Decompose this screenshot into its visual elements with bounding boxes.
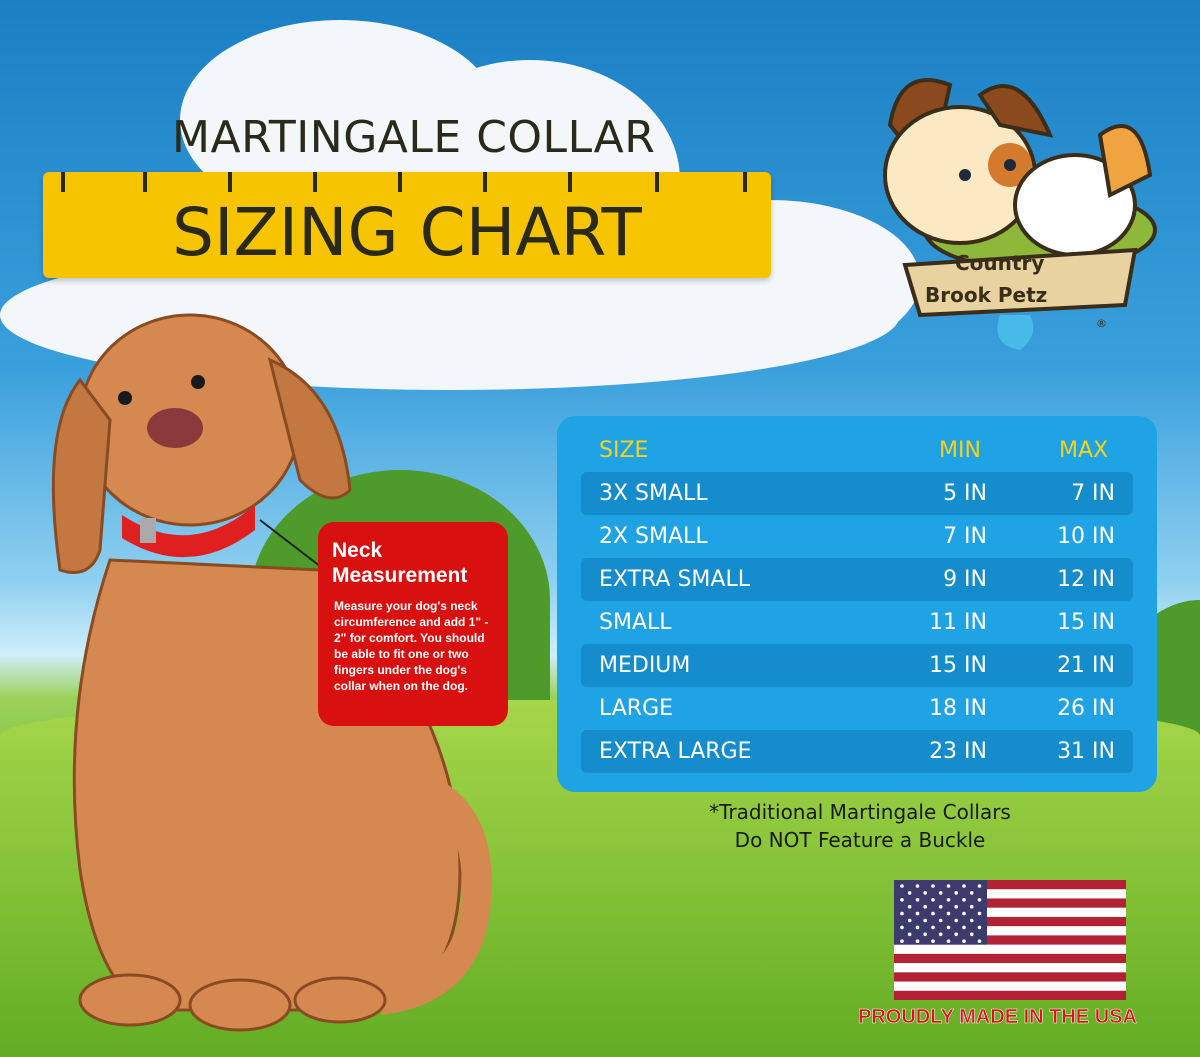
cell-min: 15 IN (929, 653, 987, 678)
column-header-size: SIZE (599, 438, 649, 463)
cell-max: 15 IN (1057, 610, 1115, 635)
title-line1: MARTINGALE COLLAR (172, 112, 656, 163)
title-line2: SIZING CHART (172, 194, 642, 271)
cell-max: 31 IN (1057, 739, 1115, 764)
cell-min: 18 IN (929, 696, 987, 721)
made-in-usa-label: PROUDLY MADE IN THE USA (858, 1006, 1137, 1029)
neck-measurement-callout: Neck Measurement Measure your dog's neck … (318, 522, 508, 726)
cell-size: 3X SMALL (599, 481, 708, 506)
footnote-line1: *Traditional Martingale Collars (709, 800, 1011, 824)
table-row: EXTRA LARGE 23 IN 31 IN (581, 730, 1133, 773)
brand-logo: Country Brook Petz ® (883, 78, 1157, 350)
cell-min: 11 IN (929, 610, 987, 635)
cell-size: EXTRA LARGE (599, 739, 752, 764)
footnote-line2: Do NOT Feature a Buckle (734, 828, 986, 852)
cell-min: 23 IN (929, 739, 987, 764)
column-header-min: MIN (939, 438, 981, 463)
table-row: 2X SMALL 7 IN 10 IN (581, 515, 1133, 558)
table-row: LARGE 18 IN 26 IN (581, 687, 1133, 730)
cell-size: EXTRA SMALL (599, 567, 750, 592)
callout-body: Measure your dog's neck circumference an… (334, 599, 489, 693)
cell-size: 2X SMALL (599, 524, 708, 549)
column-header-max: MAX (1059, 438, 1109, 463)
table-row: SMALL 11 IN 15 IN (581, 601, 1133, 644)
callout-title: Neck Measurement (332, 539, 468, 587)
cell-max: 21 IN (1057, 653, 1115, 678)
size-table: SIZE MIN MAX 3X SMALL 5 IN 7 IN 2X SMALL 7 I… (557, 416, 1157, 792)
logo-text-line2: Brook Petz (925, 283, 1047, 307)
cell-max: 26 IN (1057, 696, 1115, 721)
cell-max: 10 IN (1057, 524, 1115, 549)
cell-max: 7 IN (1071, 481, 1115, 506)
table-row: 3X SMALL 5 IN 7 IN (581, 472, 1133, 515)
table-row: MEDIUM 15 IN 21 IN (581, 644, 1133, 687)
cell-max: 12 IN (1057, 567, 1115, 592)
logo-text-line1: Country (955, 251, 1044, 275)
table-row: EXTRA SMALL 9 IN 12 IN (581, 558, 1133, 601)
registered-mark: ® (1096, 317, 1107, 330)
cell-min: 7 IN (943, 524, 987, 549)
cell-size: MEDIUM (599, 653, 691, 678)
cell-min: 9 IN (943, 567, 987, 592)
ruler-banner: SIZING CHART (43, 172, 771, 278)
us-flag-icon (894, 880, 1126, 1000)
cell-size: SMALL (599, 610, 672, 635)
cell-size: LARGE (599, 696, 674, 721)
cell-min: 5 IN (943, 481, 987, 506)
